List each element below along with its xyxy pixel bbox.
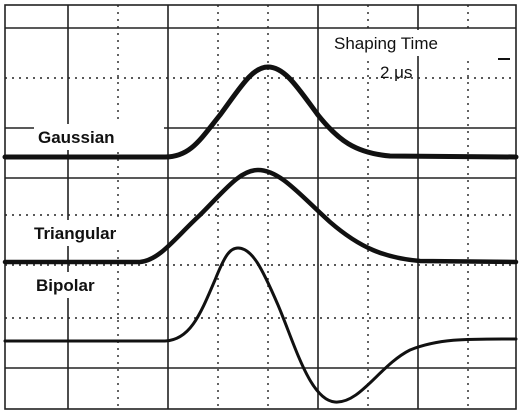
annotation-subtitle: 2 μs	[380, 63, 412, 82]
triangular-trace	[5, 170, 516, 262]
trace-label: Gaussian	[38, 128, 115, 147]
bipolar-trace	[5, 248, 516, 402]
frame	[5, 5, 516, 409]
scope-figure: Shaping Time 2 μs Gaussian Triangular Bi…	[0, 0, 521, 416]
trace-label: Bipolar	[36, 276, 95, 295]
annotation-title: Shaping Time	[334, 34, 438, 53]
trace-label: Triangular	[34, 224, 117, 243]
graticule	[5, 5, 516, 409]
